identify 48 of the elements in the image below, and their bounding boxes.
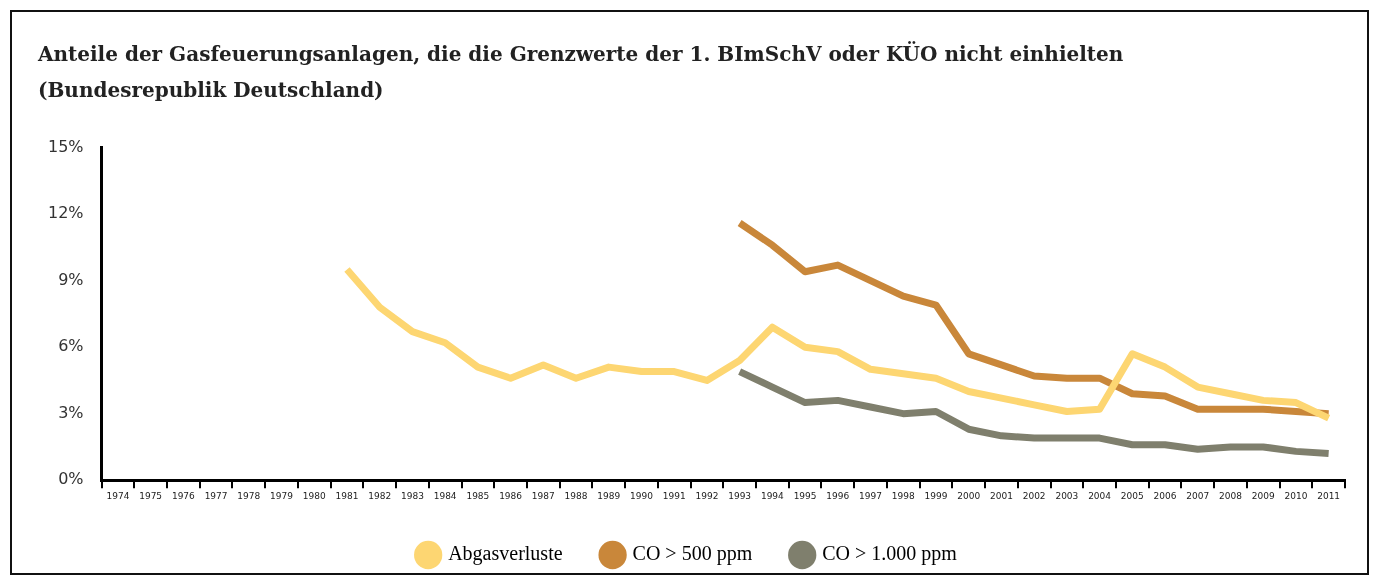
y-tick-label: 15% xyxy=(48,136,84,156)
y-tick-label: 0% xyxy=(58,469,84,489)
x-tick-label: 2011 xyxy=(1317,490,1341,501)
x-tick-label: 1991 xyxy=(662,490,686,501)
x-tick-label: 1988 xyxy=(564,490,588,501)
x-tick-label: 2000 xyxy=(957,490,981,501)
x-tick-label: 2002 xyxy=(1022,490,1046,501)
y-tick-label: 9% xyxy=(58,269,84,289)
x-tick-label: 2008 xyxy=(1219,490,1243,501)
x-tick-label: 1990 xyxy=(630,490,654,501)
x-tick-label: 1996 xyxy=(826,490,850,501)
x-tick-label: 1995 xyxy=(793,490,817,501)
x-tick-label: 1998 xyxy=(891,490,915,501)
x-tick-label: 1981 xyxy=(335,490,359,501)
x-tick-label: 1997 xyxy=(859,490,882,501)
x-tick-label: 1987 xyxy=(531,490,555,501)
x-tick-label: 2003 xyxy=(1055,490,1079,501)
y-tick-label: 12% xyxy=(48,203,84,223)
x-tick-label: 1979 xyxy=(270,490,294,501)
x-tick-label: 2004 xyxy=(1088,490,1112,501)
x-tick-label: 2001 xyxy=(989,490,1013,501)
y-tick-label: 3% xyxy=(58,402,84,422)
x-tick-label: 1974 xyxy=(106,490,130,501)
x-tick-label: 1993 xyxy=(728,490,752,501)
x-tick-label: 2007 xyxy=(1186,490,1210,501)
legend-label: CO > 500 ppm xyxy=(632,542,753,566)
x-tick-label: 1999 xyxy=(924,490,948,501)
x-tick-label: 1989 xyxy=(597,490,621,501)
x-tick-label: 1985 xyxy=(466,490,490,501)
x-tick-label: 1978 xyxy=(237,490,261,501)
x-tick-label: 2006 xyxy=(1153,490,1177,501)
x-tick-label: 2010 xyxy=(1284,490,1308,501)
x-tick-label: 2009 xyxy=(1251,490,1275,501)
x-tick-label: 1983 xyxy=(400,490,424,501)
x-tick-label: 1994 xyxy=(760,490,785,501)
x-tick-label: 1975 xyxy=(139,490,163,501)
x-tick-label: 1984 xyxy=(433,490,457,501)
x-tick-label: 1976 xyxy=(171,490,196,501)
x-tick-label: 1992 xyxy=(695,490,719,501)
x-tick-label: 1986 xyxy=(499,490,523,501)
legend-label: CO > 1.000 ppm xyxy=(822,542,958,566)
x-tick-label: 1977 xyxy=(204,490,228,501)
legend-label: Abgasverluste xyxy=(448,542,563,566)
y-tick-label: 6% xyxy=(58,336,84,356)
x-tick-label: 2005 xyxy=(1120,490,1144,501)
x-tick-label: 1980 xyxy=(302,490,326,501)
x-tick-label: 1982 xyxy=(368,490,392,501)
chart-title: Anteile der Gasfeuerungsanlagen, die die Grenzwerte der 1. BImSchV oder KÜO nicht einhielten (Bundesrepublik Deutschland) xyxy=(38,40,1125,104)
